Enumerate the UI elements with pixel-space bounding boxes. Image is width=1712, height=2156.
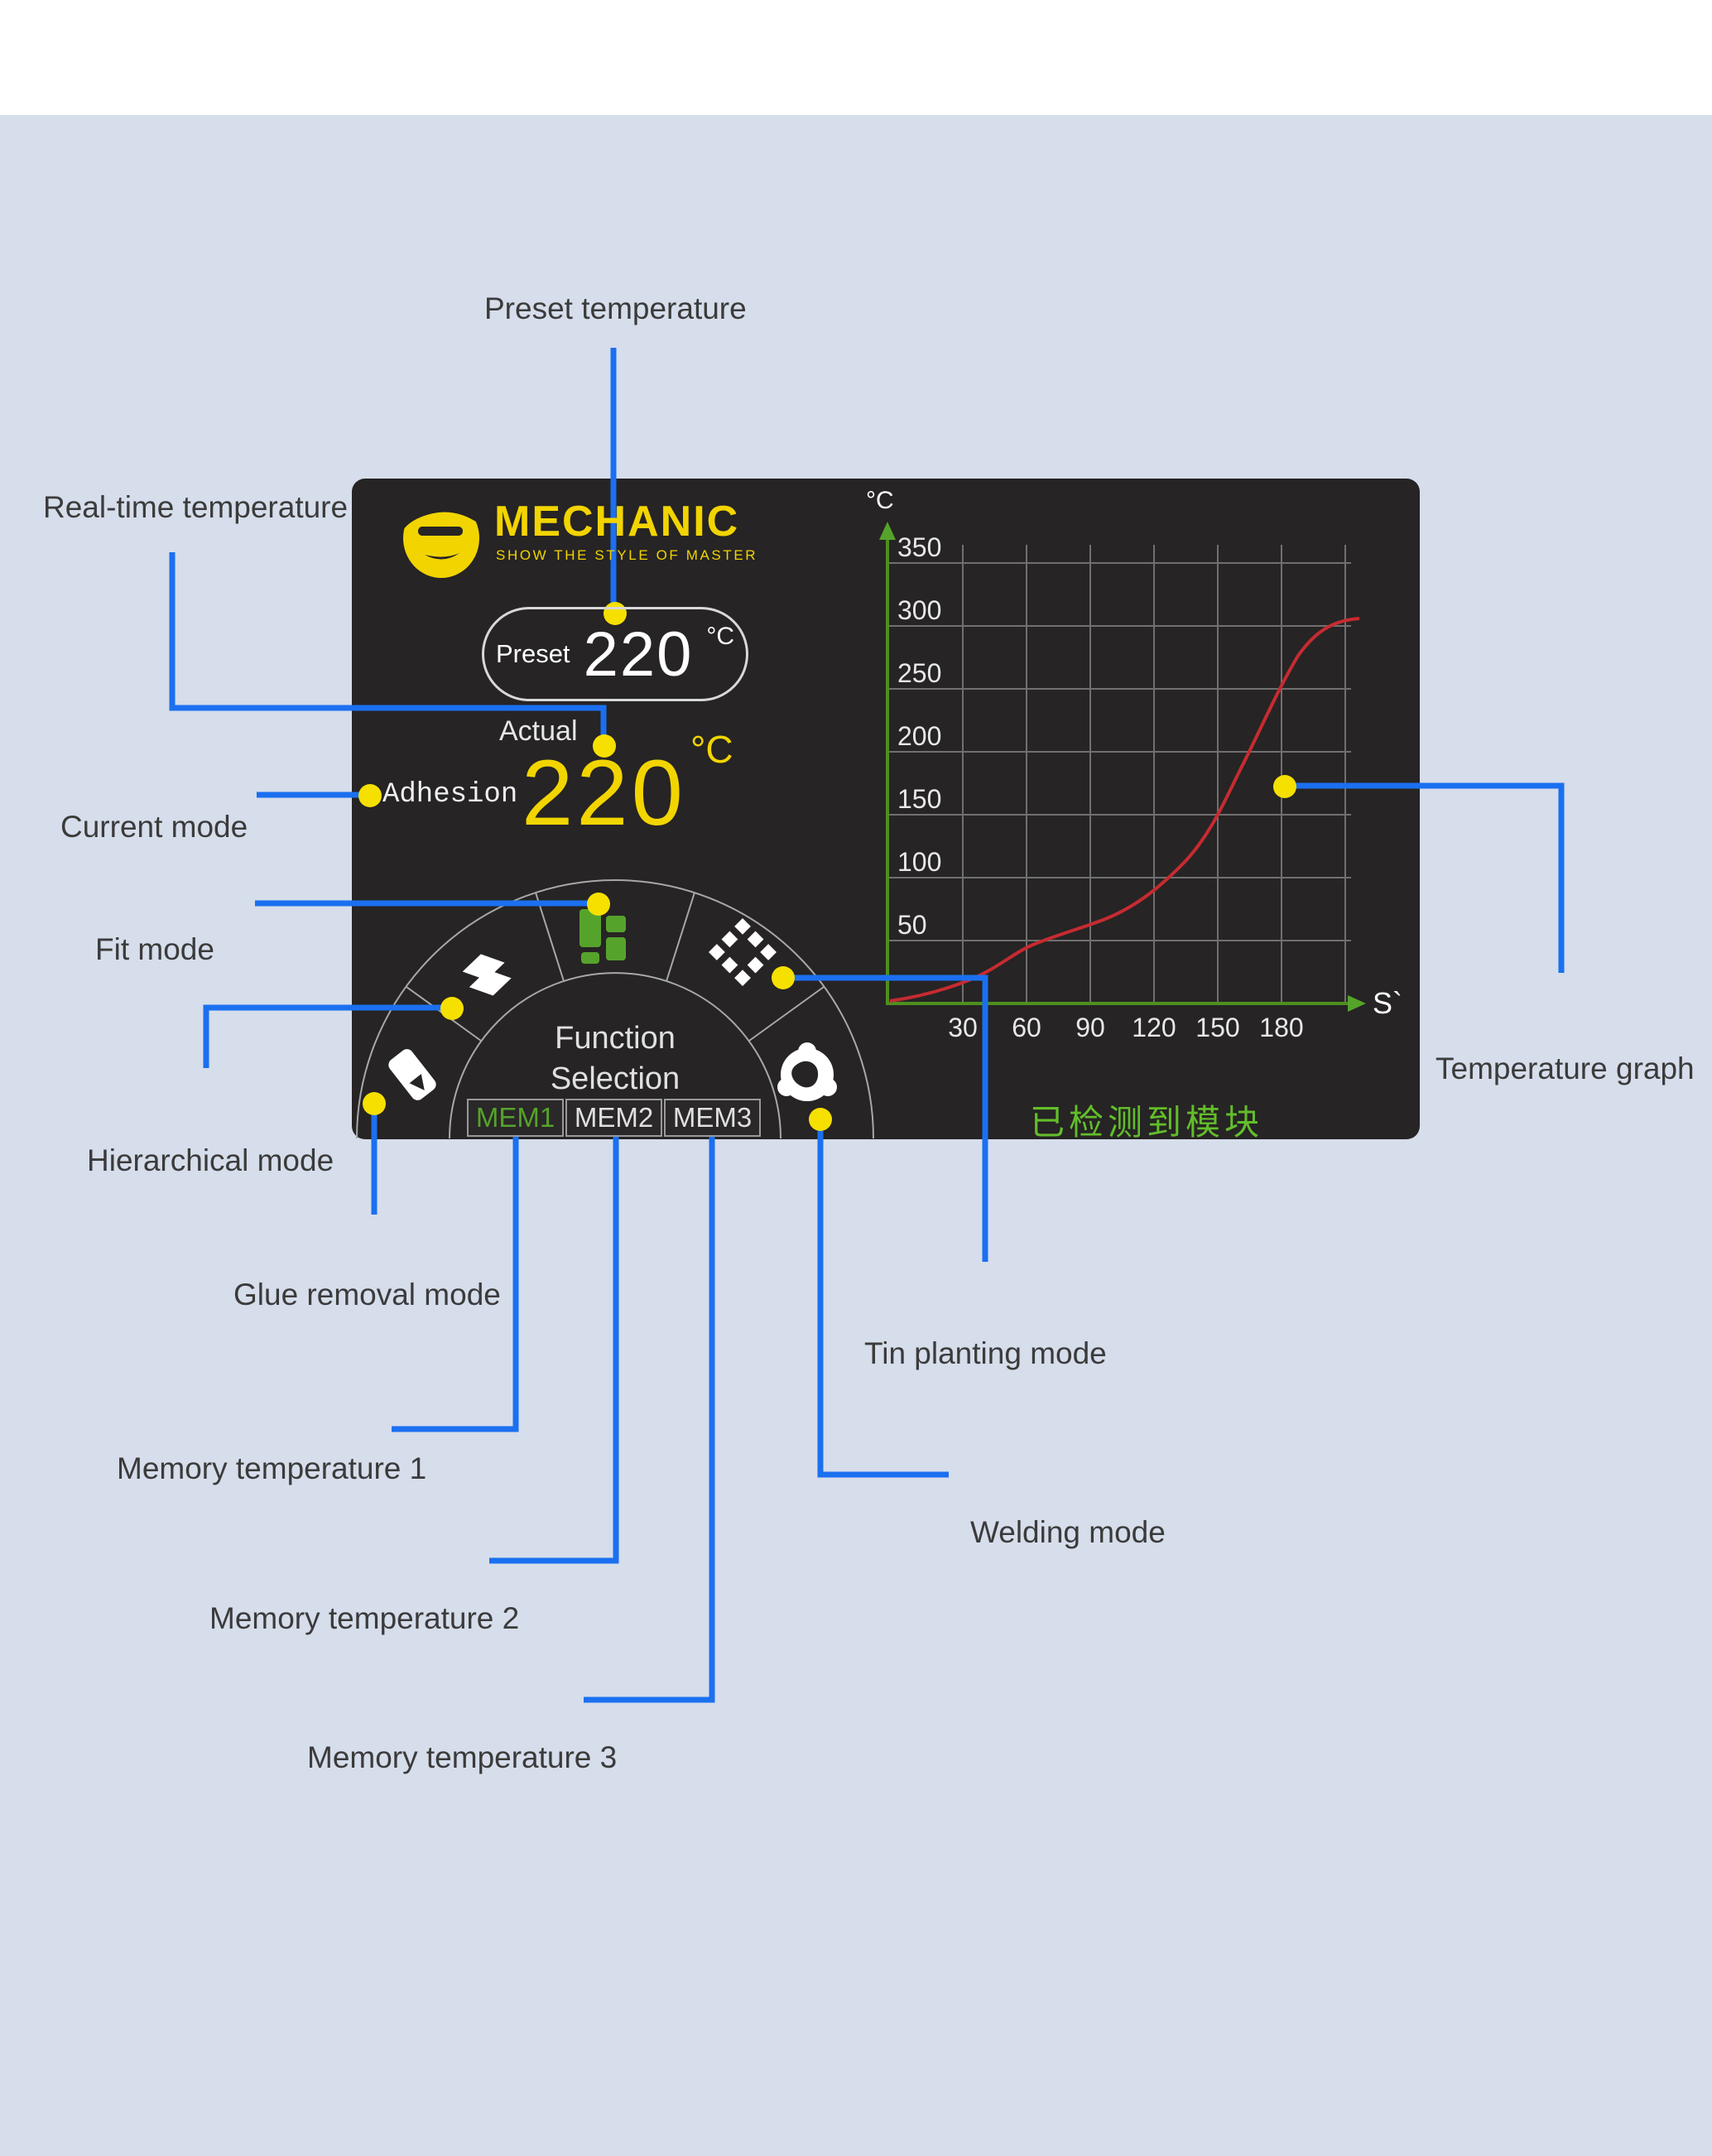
mem1-button[interactable]: MEM1 <box>467 1099 564 1137</box>
mem2-button[interactable]: MEM2 <box>565 1099 662 1137</box>
preset-unit: °C <box>706 623 735 650</box>
callout-temperature-graph: Temperature graph <box>1435 1052 1695 1085</box>
preset-value: 220 <box>583 618 694 690</box>
callout-preset-temperature: Preset temperature <box>484 291 747 325</box>
callout-fit-mode: Fit mode <box>95 932 214 966</box>
actual-value: 220 <box>522 741 686 845</box>
preset-label: Preset <box>495 639 570 668</box>
brand-tagline: SHOW THE STYLE OF MASTER <box>496 547 758 563</box>
callout-tin-planting-mode: Tin planting mode <box>864 1336 1107 1370</box>
brand-logo-text: MECHANIC <box>494 498 740 546</box>
module-detected-status: 已检测到模块 <box>1029 1103 1264 1142</box>
fit-mode-icon[interactable] <box>579 909 626 964</box>
callout-glue-removal-mode: Glue removal mode <box>233 1278 501 1311</box>
function-selection-line1: Function <box>555 1021 676 1056</box>
hierarchical-mode-icon[interactable] <box>459 949 514 1001</box>
function-selection-title: Function Selection <box>551 1018 680 1100</box>
callout-memory-temperature-1: Memory temperature 1 <box>117 1451 427 1485</box>
callout-welding-mode: Welding mode <box>970 1515 1166 1549</box>
wheel-divider <box>535 892 565 982</box>
callout-current-mode: Current mode <box>60 810 248 844</box>
actual-unit: °C <box>690 728 733 771</box>
wheel-divider <box>666 892 695 982</box>
callout-hierarchical-mode: Hierarchical mode <box>87 1143 334 1177</box>
callout-memory-temperature-3: Memory temperature 3 <box>307 1740 618 1774</box>
function-selection-line2: Selection <box>550 1061 680 1097</box>
mem3-button[interactable]: MEM3 <box>664 1099 761 1137</box>
current-mode-value: Adhesion <box>382 779 518 811</box>
callout-memory-temperature-2: Memory temperature 2 <box>209 1601 520 1635</box>
callout-real-time-temperature: Real-time temperature <box>43 490 349 524</box>
preset-temperature-display[interactable]: Preset 220 °C <box>482 607 748 701</box>
